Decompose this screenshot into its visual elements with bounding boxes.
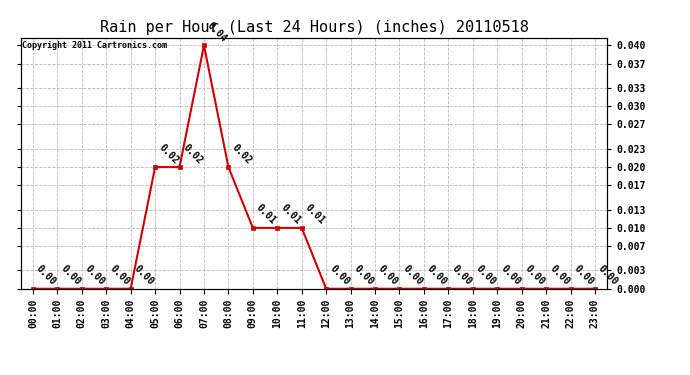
Text: 0.02: 0.02 [181,142,205,166]
Text: 0.00: 0.00 [474,264,498,287]
Text: 0.00: 0.00 [401,264,424,287]
Text: 0.00: 0.00 [425,264,449,287]
Text: 0.00: 0.00 [377,264,400,287]
Text: 0.00: 0.00 [132,264,156,287]
Text: 0.00: 0.00 [59,264,82,287]
Text: 0.00: 0.00 [34,264,58,287]
Text: Copyright 2011 Cartronics.com: Copyright 2011 Cartronics.com [22,41,167,50]
Text: 0.01: 0.01 [303,203,327,226]
Text: 0.01: 0.01 [254,203,278,226]
Text: 0.00: 0.00 [572,264,595,287]
Text: 0.00: 0.00 [83,264,107,287]
Text: 0.02: 0.02 [230,142,253,166]
Text: 0.00: 0.00 [450,264,473,287]
Text: 0.00: 0.00 [108,264,131,287]
Text: 0.00: 0.00 [328,264,351,287]
Text: 0.02: 0.02 [157,142,180,166]
Text: 0.00: 0.00 [596,264,620,287]
Text: 0.00: 0.00 [352,264,375,287]
Text: 0.00: 0.00 [547,264,571,287]
Text: 0.04: 0.04 [206,20,229,44]
Title: Rain per Hour (Last 24 Hours) (inches) 20110518: Rain per Hour (Last 24 Hours) (inches) 2… [99,20,529,35]
Text: 0.01: 0.01 [279,203,302,226]
Text: 0.00: 0.00 [523,264,546,287]
Text: 0.00: 0.00 [499,264,522,287]
